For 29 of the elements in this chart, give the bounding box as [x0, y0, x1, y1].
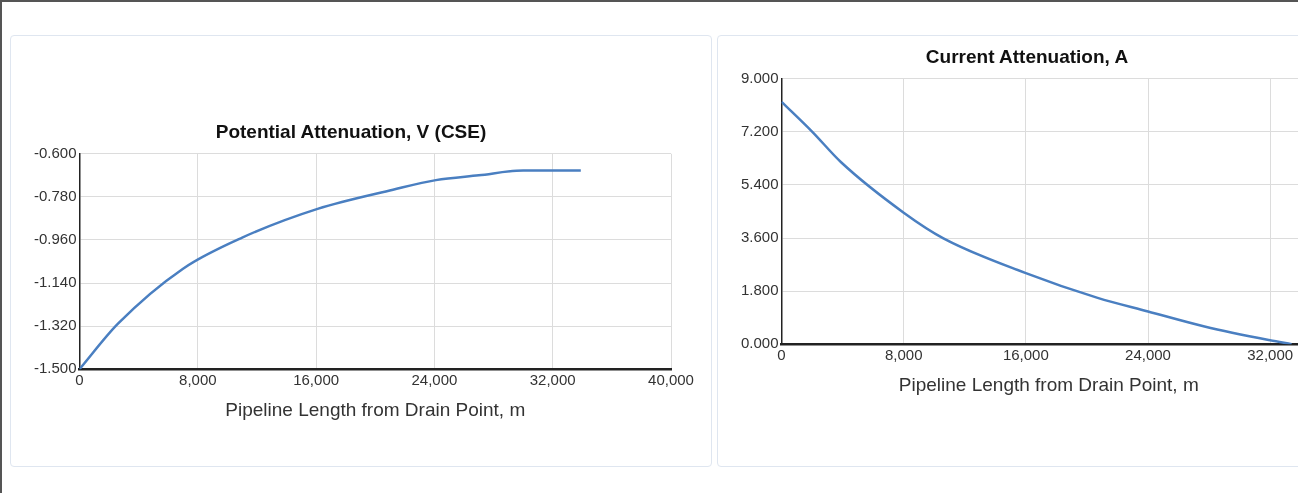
y-tick-label: -0.780 [33, 187, 77, 205]
y-tick-label: 3.600 [740, 228, 779, 246]
line-series [79, 169, 583, 370]
line-series [781, 100, 1293, 345]
y-tick-label: 7.200 [740, 122, 779, 140]
x-tick-label: 40,000 [648, 371, 694, 389]
x-tick-label: 8,000 [179, 371, 217, 389]
x-axis-title: Pipeline Length from Drain Point, m [225, 398, 526, 420]
x-tick-label: 32,000 [1247, 346, 1294, 364]
y-tick-label: -1.320 [33, 316, 77, 334]
x-axis-title: Pipeline Length from Drain Point, m [898, 373, 1199, 395]
y-tick-label: -0.960 [33, 230, 77, 248]
x-tick-label: 8,000 [884, 346, 923, 364]
y-tick-label: -1.500 [33, 359, 77, 377]
y-tick-label: -0.600 [33, 143, 77, 161]
y-tick-label: 1.800 [740, 281, 779, 299]
chart-title: Potential Attenuation, V (CSE) [215, 120, 487, 142]
x-tick-label: 0 [777, 346, 786, 364]
x-tick-label: 16,000 [1002, 346, 1049, 364]
y-tick-label: 5.400 [740, 175, 779, 193]
y-tick-label: -1.140 [33, 273, 77, 291]
x-tick-label: 24,000 [1125, 346, 1171, 364]
y-tick-label: 9.000 [740, 68, 779, 86]
y-tick-label: 0.000 [740, 334, 779, 352]
x-tick-label: 16,000 [293, 371, 340, 389]
x-tick-label: 0 [75, 371, 84, 389]
x-tick-label: 32,000 [529, 371, 576, 389]
chart-title: Current Attenuation, A [925, 45, 1129, 67]
x-tick-label: 24,000 [411, 371, 458, 389]
